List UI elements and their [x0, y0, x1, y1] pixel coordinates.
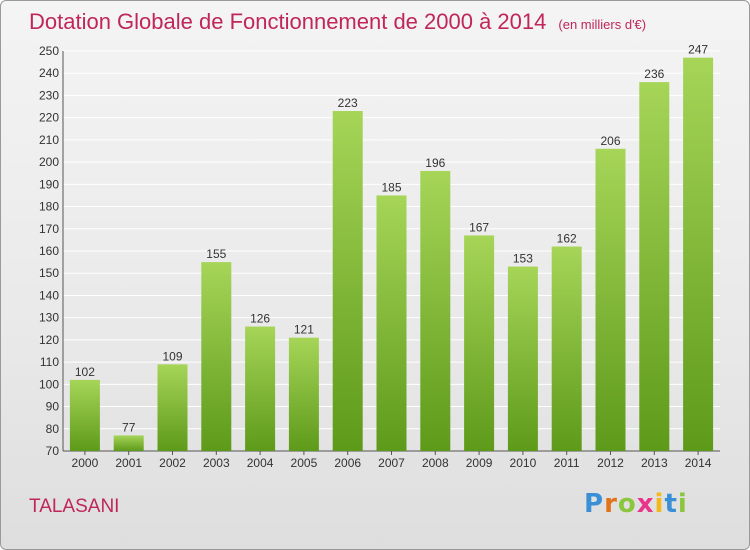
x-tick-label: 2010: [510, 456, 537, 470]
logo-letter: r: [604, 489, 618, 519]
y-tick-label: 170: [39, 222, 59, 236]
chart-title: Dotation Globale de Fonctionnement de 20…: [29, 9, 646, 35]
chart-subtitle: (en milliers d'€): [558, 17, 647, 32]
y-tick-label: 90: [46, 400, 60, 414]
x-tick-label: 2004: [247, 456, 274, 470]
chart-title-text: Dotation Globale de Fonctionnement de 20…: [29, 9, 547, 34]
bar: [551, 246, 582, 451]
data-label: 153: [513, 252, 533, 266]
y-tick-label: 120: [39, 333, 59, 347]
y-tick-label: 230: [39, 88, 59, 102]
x-tick-label: 2011: [554, 456, 580, 470]
bar: [245, 326, 276, 451]
x-tick-label: 2007: [378, 456, 405, 470]
data-label: 121: [294, 323, 314, 337]
x-tick-label: 2005: [291, 456, 318, 470]
y-tick-label: 160: [39, 244, 59, 258]
data-label: 236: [644, 67, 664, 81]
logo-letter: o: [617, 489, 637, 519]
proxiti-logo: Proxiti: [584, 489, 688, 519]
y-tick-label: 200: [39, 155, 59, 169]
x-tick-label: 2012: [597, 456, 624, 470]
commune-name: TALASANI: [29, 496, 120, 517]
data-label: 109: [162, 349, 182, 363]
bar: [332, 111, 363, 451]
y-tick-label: 130: [39, 311, 59, 325]
y-tick-label: 80: [46, 422, 60, 436]
logo-letter: P: [584, 489, 605, 519]
x-tick-label: 2001: [115, 456, 142, 470]
x-tick-label: 2013: [641, 456, 668, 470]
data-label: 167: [469, 220, 489, 234]
bar: [376, 195, 407, 451]
x-tick-label: 2000: [72, 456, 99, 470]
logo-letter: i: [654, 489, 665, 519]
bar: [420, 171, 451, 451]
y-tick-label: 180: [39, 200, 59, 214]
y-tick-label: 240: [39, 66, 59, 80]
data-label: 162: [557, 232, 577, 246]
x-tick-label: 2014: [685, 456, 712, 470]
bar: [157, 364, 188, 451]
y-tick-label: 220: [39, 111, 59, 125]
data-label: 102: [75, 365, 95, 379]
data-label: 126: [250, 312, 270, 326]
logo-letter: t: [664, 489, 678, 519]
y-tick-label: 150: [39, 266, 59, 280]
bar: [201, 262, 232, 451]
data-label: 206: [600, 134, 620, 148]
x-tick-label: 2002: [159, 456, 186, 470]
y-tick-label: 210: [39, 133, 59, 147]
bar: [683, 57, 714, 452]
data-label: 223: [338, 96, 358, 110]
data-label: 185: [381, 180, 401, 194]
y-tick-label: 190: [39, 177, 59, 191]
bar: [595, 148, 626, 451]
y-tick-label: 140: [39, 288, 59, 302]
y-tick-label: 110: [40, 355, 59, 369]
bar: [113, 435, 144, 451]
y-tick-label: 70: [46, 444, 60, 458]
bar: [464, 235, 495, 451]
data-label: 77: [122, 420, 136, 434]
bar: [69, 379, 100, 451]
data-label: 155: [206, 247, 226, 261]
x-tick-label: 2006: [334, 456, 361, 470]
x-tick-label: 2008: [422, 456, 449, 470]
data-label: 247: [688, 43, 708, 57]
x-tick-label: 2003: [203, 456, 230, 470]
bar: [639, 82, 670, 451]
data-label: 196: [425, 156, 445, 170]
logo-letter: i: [677, 489, 688, 519]
bar: [288, 337, 319, 451]
logo-letter: x: [636, 489, 655, 519]
bar: [507, 266, 538, 451]
y-tick-label: 100: [39, 377, 59, 391]
x-tick-label: 2009: [466, 456, 493, 470]
y-tick-label: 250: [39, 44, 59, 58]
